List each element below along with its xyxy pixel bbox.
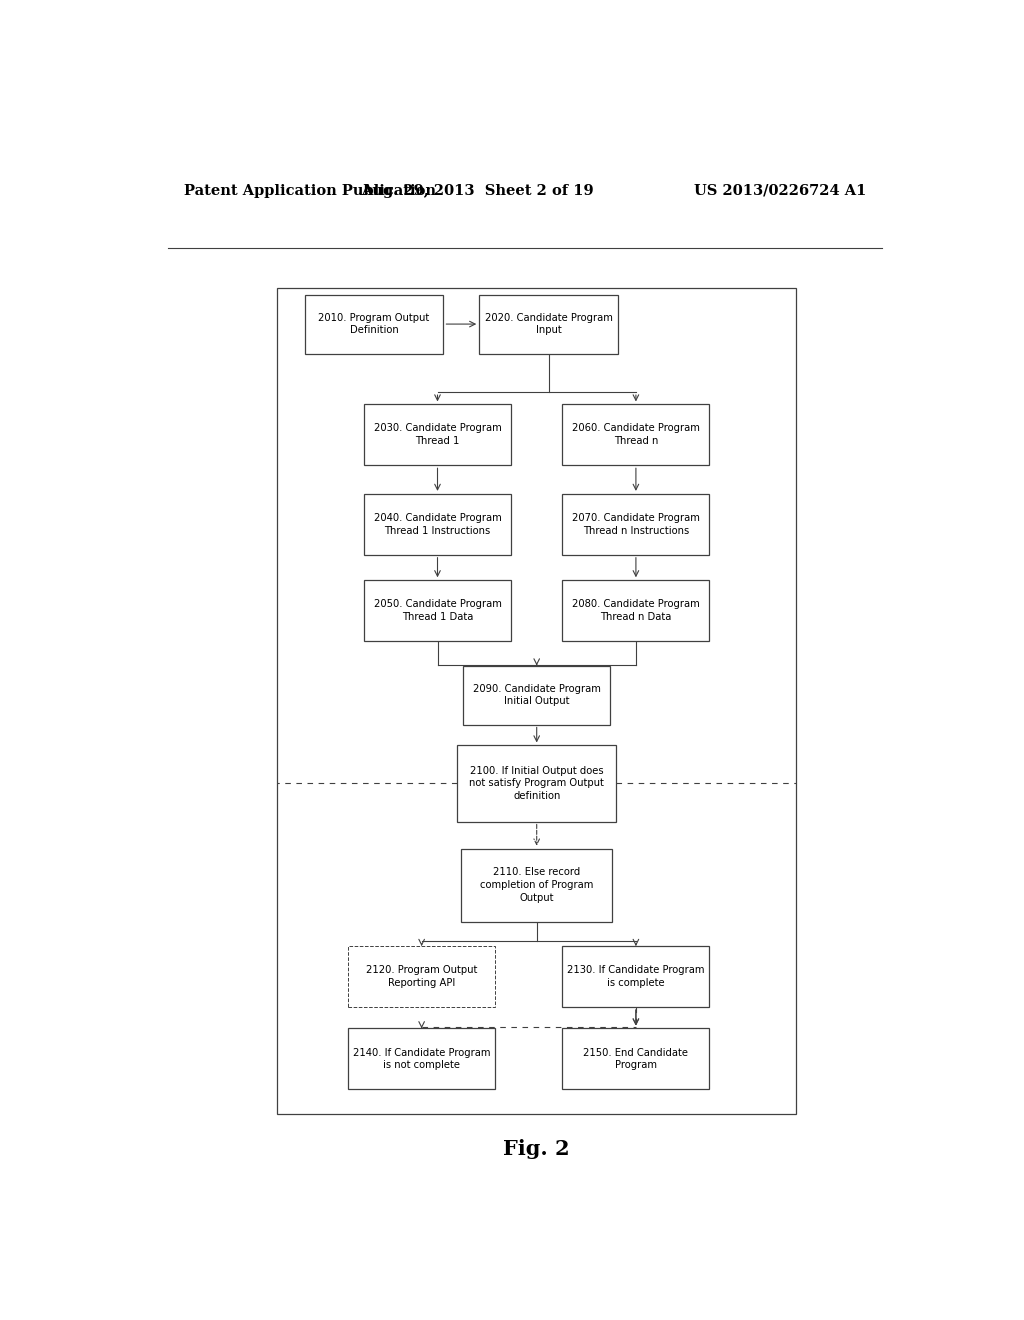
Text: 2050. Candidate Program
Thread 1 Data: 2050. Candidate Program Thread 1 Data	[374, 599, 502, 622]
FancyBboxPatch shape	[562, 581, 710, 642]
Text: Aug. 29, 2013  Sheet 2 of 19: Aug. 29, 2013 Sheet 2 of 19	[360, 183, 594, 198]
Text: 2140. If Candidate Program
is not complete: 2140. If Candidate Program is not comple…	[353, 1048, 490, 1071]
FancyBboxPatch shape	[562, 946, 710, 1007]
FancyBboxPatch shape	[479, 294, 618, 354]
Text: 2020. Candidate Program
Input: 2020. Candidate Program Input	[484, 313, 612, 335]
FancyBboxPatch shape	[562, 1028, 710, 1089]
FancyBboxPatch shape	[348, 1028, 495, 1089]
FancyBboxPatch shape	[462, 849, 612, 921]
Text: 2030. Candidate Program
Thread 1: 2030. Candidate Program Thread 1	[374, 424, 502, 446]
Text: 2060. Candidate Program
Thread n: 2060. Candidate Program Thread n	[572, 424, 699, 446]
Text: 2150. End Candidate
Program: 2150. End Candidate Program	[584, 1048, 688, 1071]
Text: Fig. 2: Fig. 2	[504, 1139, 570, 1159]
FancyBboxPatch shape	[348, 946, 495, 1007]
Text: 2090. Candidate Program
Initial Output: 2090. Candidate Program Initial Output	[473, 684, 601, 706]
Text: 2040. Candidate Program
Thread 1 Instructions: 2040. Candidate Program Thread 1 Instruc…	[374, 513, 502, 536]
FancyBboxPatch shape	[562, 494, 710, 554]
Text: 2080. Candidate Program
Thread n Data: 2080. Candidate Program Thread n Data	[572, 599, 699, 622]
Text: 2120. Program Output
Reporting API: 2120. Program Output Reporting API	[366, 965, 477, 987]
Text: 2070. Candidate Program
Thread n Instructions: 2070. Candidate Program Thread n Instruc…	[572, 513, 699, 536]
FancyBboxPatch shape	[365, 404, 511, 466]
Text: 2130. If Candidate Program
is complete: 2130. If Candidate Program is complete	[567, 965, 705, 987]
Text: 2100. If Initial Output does
not satisfy Program Output
definition: 2100. If Initial Output does not satisfy…	[469, 766, 604, 801]
FancyBboxPatch shape	[463, 665, 610, 725]
Text: Patent Application Publication: Patent Application Publication	[183, 183, 435, 198]
FancyBboxPatch shape	[562, 404, 710, 466]
Text: 2110. Else record
completion of Program
Output: 2110. Else record completion of Program …	[480, 867, 593, 903]
FancyBboxPatch shape	[365, 581, 511, 642]
Text: 2010. Program Output
Definition: 2010. Program Output Definition	[318, 313, 430, 335]
Text: US 2013/0226724 A1: US 2013/0226724 A1	[693, 183, 866, 198]
FancyBboxPatch shape	[458, 746, 616, 821]
Bar	[278, 289, 797, 1114]
FancyBboxPatch shape	[365, 494, 511, 554]
FancyBboxPatch shape	[304, 294, 443, 354]
